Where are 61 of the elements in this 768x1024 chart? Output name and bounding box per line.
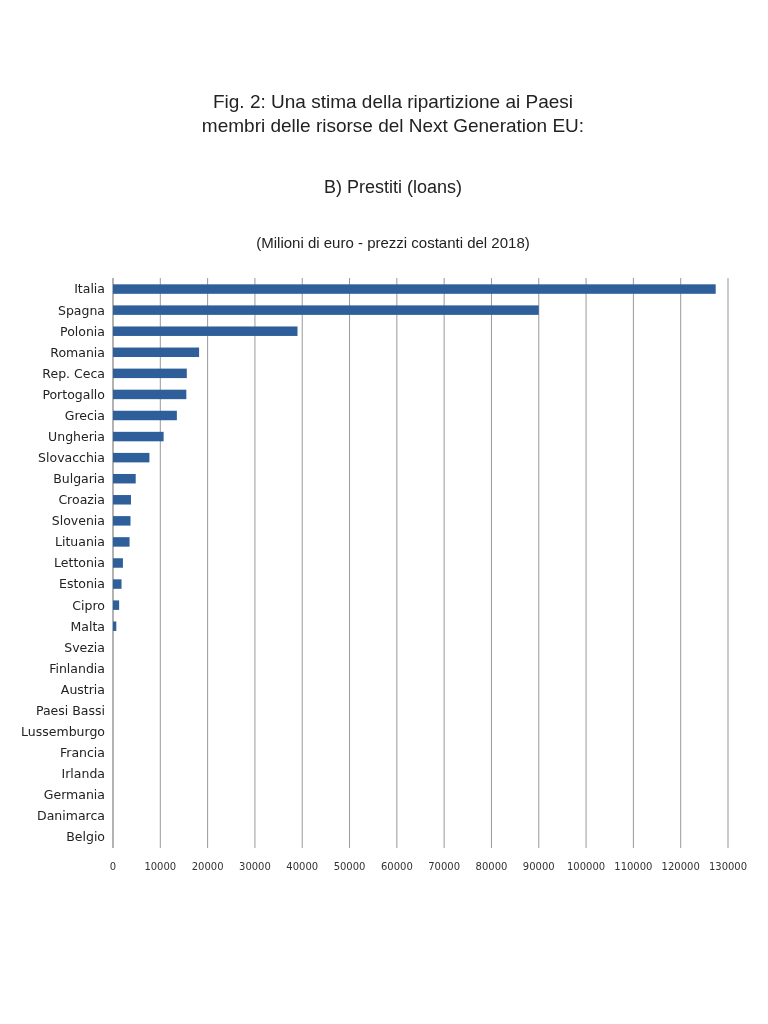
x-tick-label: 60000 <box>380 861 413 872</box>
y-tick-label: Svezia <box>64 639 105 655</box>
chart-subtitle: B) Prestiti (loans) <box>323 177 463 197</box>
y-tick-label: Lussemburgo <box>21 723 105 739</box>
y-tick-label: Francia <box>59 745 105 761</box>
y-tick-label: Paesi Bassi <box>35 702 105 718</box>
x-tick-label: 130000 <box>708 861 748 872</box>
bar <box>113 389 187 400</box>
x-tick-label: 120000 <box>661 861 700 872</box>
bar <box>113 579 122 589</box>
x-tick-label: 100000 <box>566 861 606 872</box>
y-tick-label: Portogallo <box>42 386 105 402</box>
bar <box>113 537 130 547</box>
y-tick-label: Spagna <box>57 302 105 318</box>
bar <box>113 368 187 379</box>
x-tick-label: 80000 <box>475 861 508 872</box>
x-tick-label: 40000 <box>286 861 319 872</box>
y-tick-label: Italia <box>74 281 105 297</box>
text: (Milioni di euro - prezzi costanti del 2018) <box>256 234 530 251</box>
y-tick-label: Ungheria <box>48 428 105 444</box>
y-tick-label: Austria <box>60 681 105 697</box>
y-tick-label: Rep. Ceca <box>42 365 105 381</box>
x-tick-label: 70000 <box>428 861 461 872</box>
bar <box>113 326 298 336</box>
x-tick-label: 0 <box>109 861 117 872</box>
bar <box>113 600 120 610</box>
y-tick-label: Romania <box>50 344 105 360</box>
x-tick-label: 20000 <box>191 861 224 872</box>
chart-title: Fig. 2: Una stima della ripartizione ai Paesi membri delle risorse del Next Generation EU: <box>201 91 585 136</box>
x-tick-label: 90000 <box>522 861 555 872</box>
x-tick-label: 50000 <box>333 861 366 872</box>
y-tick-label: Slovacchia <box>38 450 105 466</box>
bar <box>113 473 136 484</box>
y-tick-label: Cipro <box>72 597 105 613</box>
x-tick-label: 30000 <box>239 861 271 872</box>
y-tick-label: Irlanda <box>61 766 105 782</box>
bar <box>113 284 716 294</box>
y-tick-label: Slovenia <box>51 513 105 529</box>
x-tick-label: 110000 <box>614 861 653 872</box>
bar <box>113 431 164 442</box>
bar <box>113 621 117 631</box>
y-tick-label: Germania <box>43 787 105 803</box>
bar <box>113 495 131 505</box>
y-tick-label: Malta <box>70 618 105 634</box>
bar <box>113 558 123 568</box>
bar <box>113 347 200 358</box>
y-tick-label: Lettonia <box>54 555 105 571</box>
y-tick-label: Lituania <box>55 534 105 550</box>
y-tick-label: Croazia <box>58 492 105 508</box>
y-tick-label: Danimarca <box>37 808 105 824</box>
y-tick-label: Polonia <box>60 323 105 339</box>
x-tick-label: 10000 <box>144 861 177 872</box>
y-tick-label: Bulgaria <box>53 471 105 487</box>
bar <box>113 305 539 315</box>
y-tick-label: Estonia <box>58 576 105 592</box>
y-tick-label: Finlandia <box>49 660 105 676</box>
bar <box>113 516 131 526</box>
y-tick-label: Grecia <box>64 407 105 423</box>
bar <box>113 452 150 463</box>
y-tick-label: Belgio <box>66 829 105 845</box>
bar <box>113 410 177 421</box>
